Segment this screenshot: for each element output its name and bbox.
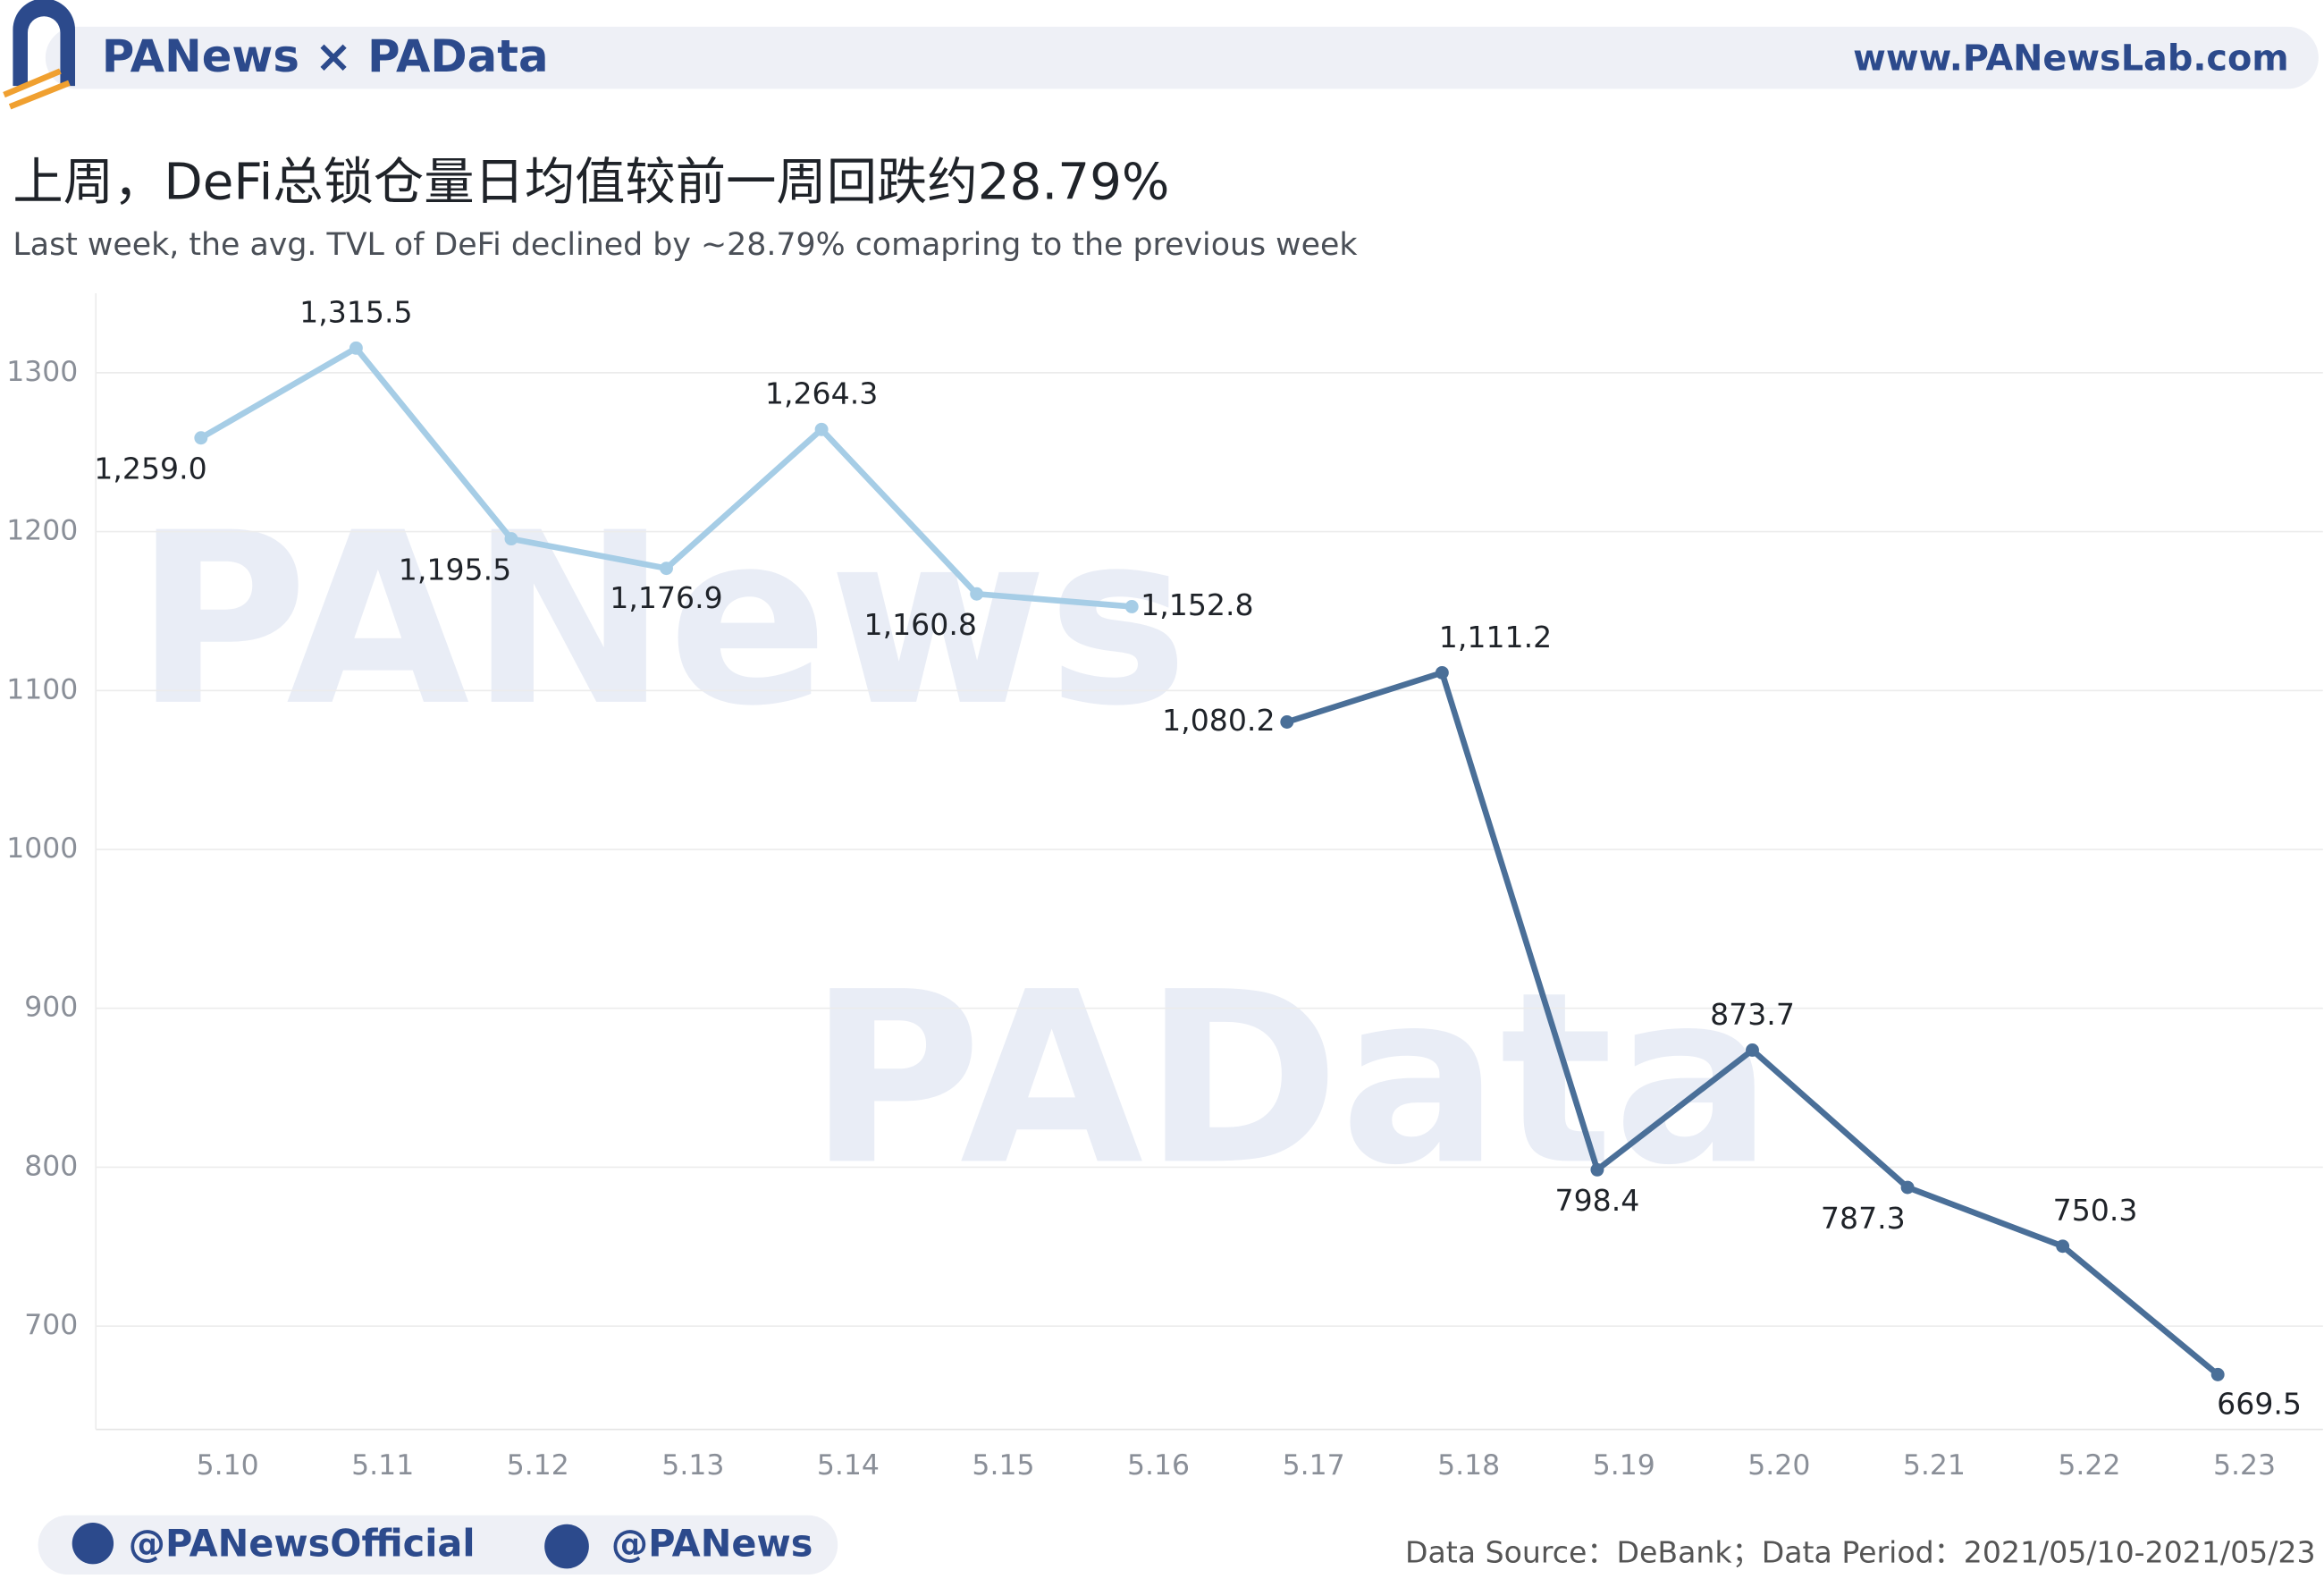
point	[2210, 1367, 2225, 1381]
y-tick-label: 1300	[6, 356, 78, 388]
chart-subtitle: Last week, the avg. TVL of DeFi declined…	[13, 227, 1358, 263]
x-tick-label: 5.15	[972, 1449, 1034, 1482]
point	[194, 431, 208, 445]
x-tick-label: 5.23	[2213, 1449, 2276, 1482]
point	[1900, 1180, 1915, 1195]
point	[2056, 1239, 2070, 1254]
point	[970, 587, 984, 601]
footer-bar	[38, 1515, 838, 1575]
data-label: 873.7	[1710, 997, 1795, 1032]
x-tick-label: 5.17	[1283, 1449, 1345, 1482]
x-tick-label: 5.22	[2058, 1449, 2120, 1482]
x-tick-label: 5.16	[1127, 1449, 1190, 1482]
data-label: 1,160.8	[863, 607, 976, 642]
data-label: 750.3	[2053, 1193, 2138, 1228]
x-tick-label: 5.20	[1747, 1449, 1810, 1482]
data-label: 1,176.9	[610, 580, 722, 615]
y-tick-label: 800	[24, 1150, 78, 1182]
x-tick-label: 5.14	[817, 1449, 880, 1482]
point	[1124, 600, 1139, 613]
data-label: 1,111.2	[1439, 620, 1552, 654]
watermark: PAData	[808, 941, 1773, 1217]
y-tick-label: 1100	[6, 673, 78, 705]
twitter: @PANewsOfficial	[129, 1523, 476, 1566]
y-tick-label: 1000	[6, 832, 78, 865]
weibo-icon	[544, 1524, 589, 1569]
data-label: 1,264.3	[765, 376, 878, 411]
header-bar	[45, 26, 2319, 89]
x-tick-label: 5.12	[507, 1449, 569, 1482]
point	[660, 562, 673, 576]
weibo: @PANews	[611, 1523, 813, 1566]
chart-title: 上周，DeFi总锁仓量日均值较前一周回跌约28.79%	[13, 154, 1169, 212]
x-tick-label: 5.13	[661, 1449, 724, 1482]
watermark: PANews	[134, 482, 1188, 758]
brand: PANews × PAData	[102, 30, 549, 82]
point	[1746, 1043, 1759, 1057]
point	[504, 532, 518, 546]
x-tick-label: 5.18	[1437, 1449, 1500, 1482]
data-label: 798.4	[1555, 1183, 1640, 1218]
data-label: 1,080.2	[1162, 703, 1275, 738]
x-tick-label: 5.21	[1903, 1449, 1966, 1482]
x-tick-label: 5.19	[1593, 1449, 1655, 1482]
y-tick-label: 900	[24, 992, 78, 1024]
point	[814, 422, 829, 436]
data-label: 1,259.0	[94, 452, 206, 486]
data-label: 787.3	[1821, 1201, 1906, 1236]
logo	[13, 0, 76, 87]
plot: 700 800 900 1000 1100 1200 1300 5.10 5.11 5.12 5.1…	[6, 293, 2323, 1482]
site: www.PANewsLab.com	[1853, 38, 2289, 79]
data-label: 1,195.5	[399, 553, 511, 587]
data-label: 1,152.8	[1141, 587, 1253, 622]
twitter-icon	[72, 1523, 114, 1565]
point	[1280, 715, 1294, 729]
point	[1590, 1162, 1604, 1177]
y-tick-label: 1200	[6, 515, 78, 547]
y-tick-label: 700	[24, 1309, 78, 1341]
x-tick-label: 5.10	[197, 1449, 259, 1482]
data-label: 1,315.5	[299, 295, 412, 330]
logo-stripes	[3, 68, 71, 110]
point	[1435, 665, 1449, 680]
point	[349, 341, 363, 355]
data-label: 669.5	[2217, 1387, 2302, 1422]
x-tick-label: 5.11	[351, 1449, 414, 1482]
source: Data Source：DeBank；Data Period：2021/05/1…	[1405, 1534, 2316, 1569]
